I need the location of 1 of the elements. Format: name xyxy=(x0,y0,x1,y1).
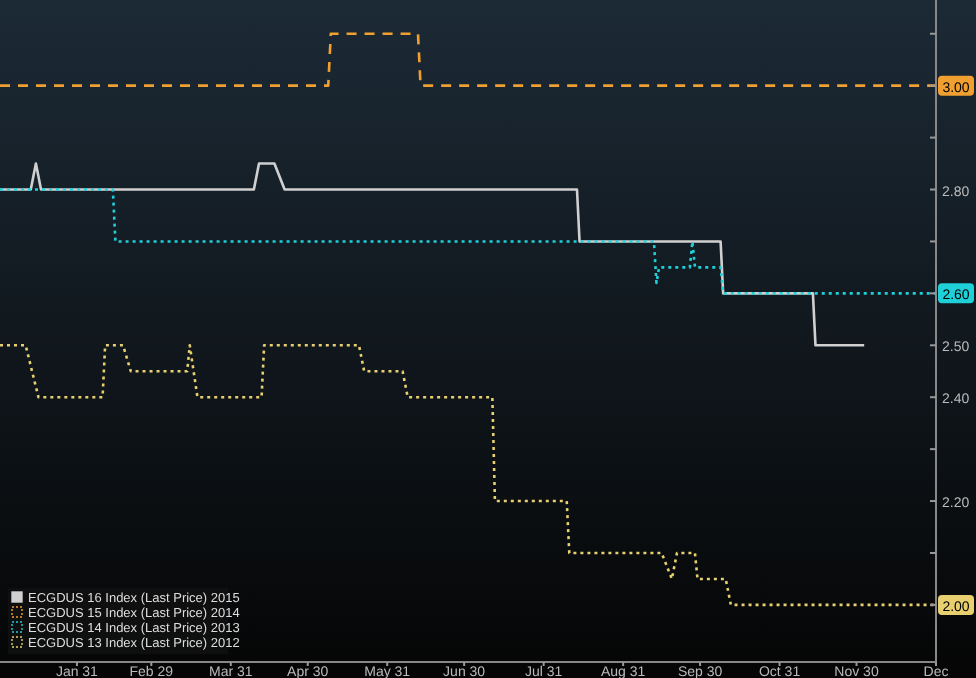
line-series xyxy=(0,162,866,347)
